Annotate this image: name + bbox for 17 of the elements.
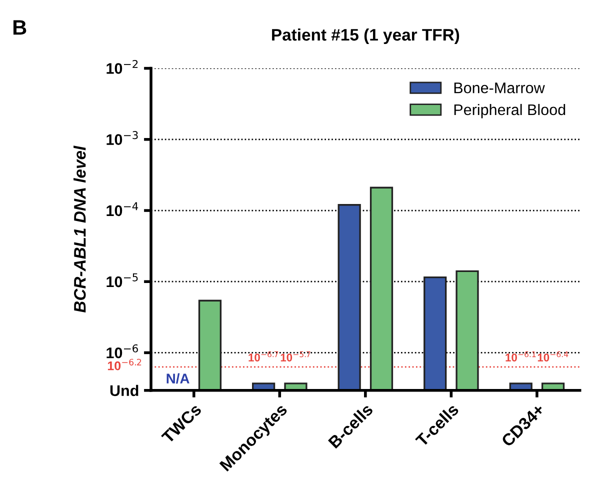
y-tick-label: 10$^{−6}$ [106,344,138,358]
y-tick-label: 10$^{−4}$ [106,202,138,216]
y-tick-label: 10$^{−2}$ [106,60,138,74]
annotation: 10$^{−6.4}$ [538,351,568,362]
chart-title: Patient #15 (1 year TFR) [272,28,460,44]
annotation: 10$^{−6.1}$ [506,351,536,362]
annotation: 10$^{−6.7}$ [248,351,278,362]
y-tick-label: Und [110,384,138,396]
y-tick-label: 10$^{−5}$ [106,273,138,288]
legend-label: Peripheral Blood [454,104,566,118]
y-axis-title: BCR-ABL1 DNA level [74,146,86,313]
ref-line-label: 10$^{−6.2}$ [108,358,142,370]
text: B [13,20,26,35]
legend-label: Bone-Marrow [454,82,545,94]
annotation: N/A [166,373,190,384]
annotation: 10$^{−5.7}$ [280,351,310,362]
y-tick-label: 10$^{−3}$ [106,131,138,145]
